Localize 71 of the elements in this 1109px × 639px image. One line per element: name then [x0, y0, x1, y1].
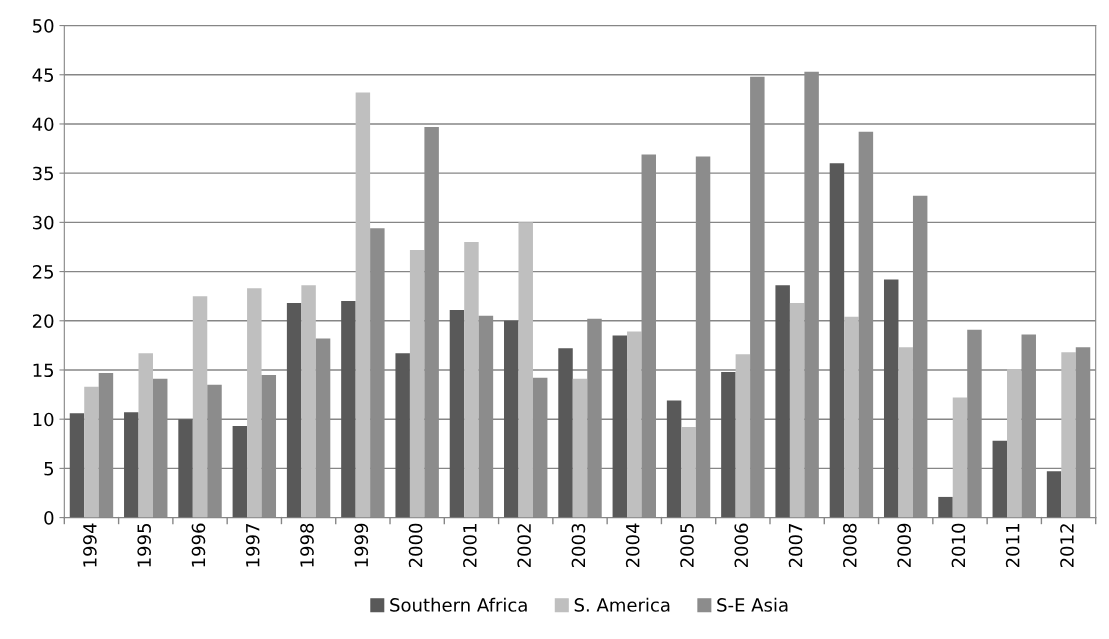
bar — [775, 285, 790, 518]
bar — [721, 371, 736, 518]
bar — [192, 296, 208, 518]
x-tick-label: 2008 — [843, 523, 857, 568]
bar — [1007, 369, 1022, 518]
bar — [1046, 471, 1062, 518]
legend-label: Southern Africa — [390, 597, 527, 612]
legend-label: S-E Asia — [717, 597, 788, 612]
bar — [572, 378, 588, 518]
x-tick-label: 2001 — [463, 524, 477, 568]
x-tick-label: 1995 — [137, 524, 151, 567]
x-tick-label: 2003 — [571, 523, 586, 568]
y-tick-label: 45 — [32, 68, 54, 82]
bar — [681, 427, 696, 518]
bar — [666, 400, 682, 518]
x-tick-label: 2012 — [1060, 524, 1074, 568]
bar — [518, 222, 533, 518]
x-tick-label: 1996 — [191, 523, 206, 567]
bar — [992, 440, 1008, 518]
bar — [409, 249, 425, 518]
bar — [844, 316, 859, 518]
bar — [558, 348, 573, 518]
y-tick-label: 35 — [33, 166, 54, 181]
y-tick-label: 20 — [32, 314, 54, 328]
bar — [286, 303, 302, 518]
x-tick-label: 1998 — [300, 523, 314, 567]
x-tick-label: 2011 — [1005, 524, 1020, 568]
bar — [898, 347, 913, 518]
bar — [84, 386, 99, 518]
bar — [355, 92, 371, 518]
x-tick-label: 1994 — [83, 523, 97, 567]
x-tick-label: 2005 — [680, 524, 694, 568]
y-tick-label: 50 — [33, 19, 54, 33]
bar — [612, 335, 628, 518]
y-tick-label: 25 — [32, 265, 54, 279]
x-tick-label: 2004 — [625, 523, 640, 568]
bar — [735, 354, 751, 518]
y-tick-label: 15 — [33, 363, 54, 378]
y-tick-label: 40 — [32, 117, 54, 132]
bar — [247, 288, 262, 518]
bar — [124, 412, 139, 518]
y-tick-label: 0 — [44, 511, 54, 525]
x-tick-label: 2007 — [788, 524, 803, 568]
bar — [829, 163, 845, 518]
bar — [504, 320, 519, 518]
y-tick-label: 10 — [33, 412, 54, 427]
bar — [883, 279, 899, 518]
x-tick-label: 2010 — [951, 523, 966, 568]
bar — [464, 242, 479, 518]
bar — [301, 285, 316, 518]
bar — [952, 397, 968, 518]
y-tick-label: 30 — [33, 215, 54, 230]
x-tick-label: 2002 — [517, 524, 531, 568]
bar — [449, 309, 465, 518]
bar — [341, 301, 356, 518]
bar — [395, 353, 410, 518]
bar — [789, 303, 805, 518]
bar — [1061, 352, 1076, 518]
x-tick-label: 1997 — [245, 524, 260, 567]
legend-label: S. America — [574, 597, 670, 612]
bar — [138, 353, 153, 518]
x-tick-label: 2006 — [734, 523, 749, 568]
bar — [69, 413, 85, 518]
bar — [938, 496, 953, 518]
bar — [232, 426, 248, 518]
y-tick-label: 5 — [44, 462, 54, 476]
x-tick-label: 1999 — [354, 523, 369, 567]
bar — [627, 331, 642, 518]
bar — [178, 419, 193, 518]
x-tick-label: 2009 — [897, 523, 911, 568]
x-tick-label: 2000 — [408, 523, 423, 568]
